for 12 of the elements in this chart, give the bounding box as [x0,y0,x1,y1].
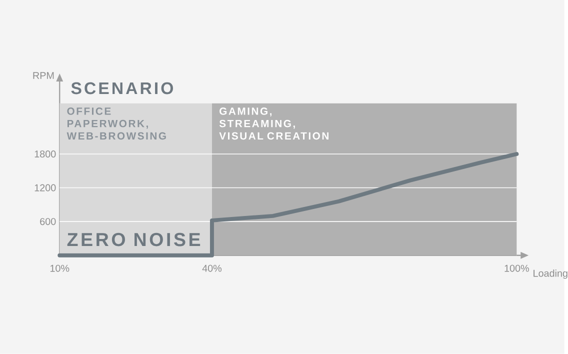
y-axis-title: RPM [33,72,54,80]
y-tick-label: 1800 [34,150,56,158]
x-tick-label: 10% [50,264,70,272]
band-label: GAMING, STREAMING, VISUAL CREATION [219,108,328,140]
y-tick-label: 600 [40,218,56,226]
x-axis-title: Loading [534,270,568,279]
x-tick-label: 40% [202,264,222,272]
band-label: OFFICE PAPERWORK, WEB-BROWSING [66,108,166,140]
annotation: ZERO NOISE [67,233,200,246]
x-tick-label: 100% [504,264,529,272]
chart-title: SCENARIO [71,82,173,94]
y-tick-label: 1200 [34,184,56,192]
